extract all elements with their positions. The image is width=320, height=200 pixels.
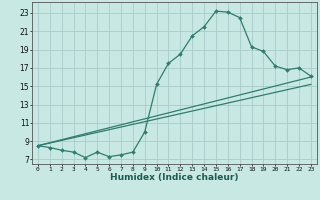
X-axis label: Humidex (Indice chaleur): Humidex (Indice chaleur) — [110, 173, 239, 182]
